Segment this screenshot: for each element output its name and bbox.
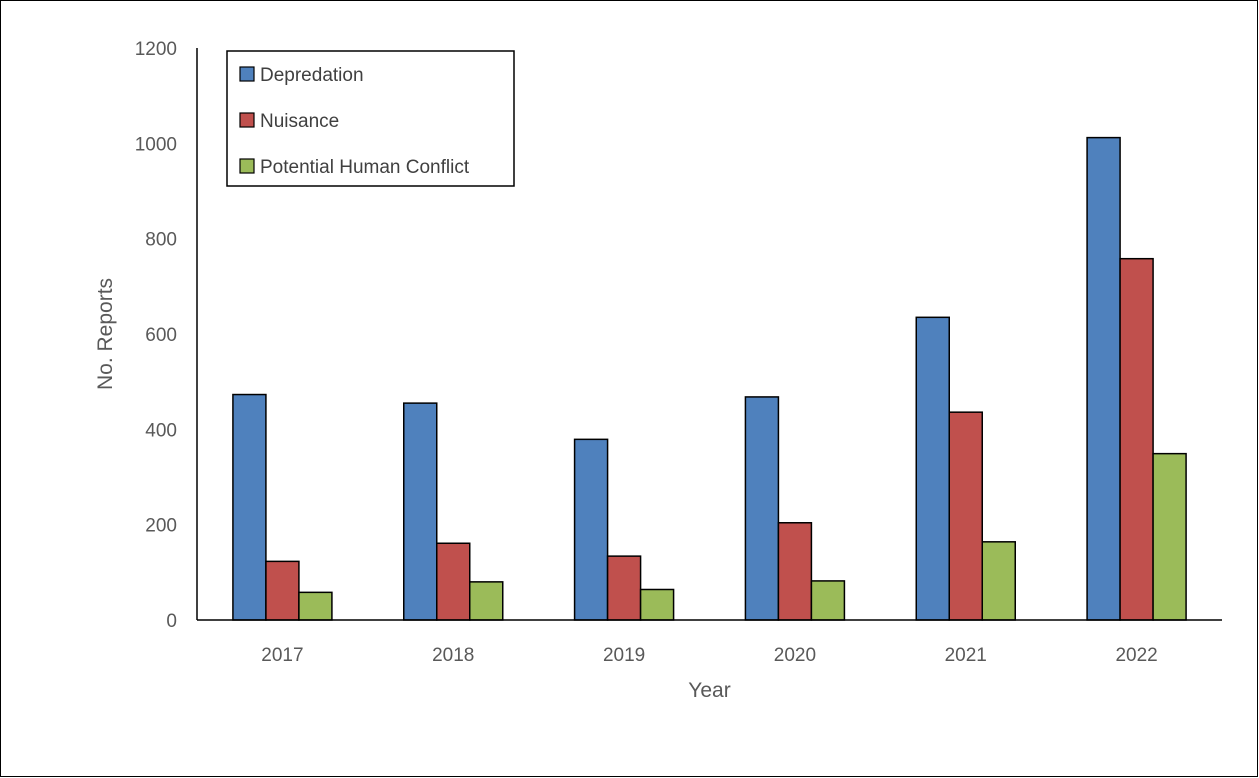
bar-nuisance-2022 <box>1119 257 1154 621</box>
y-tick-label: 0 <box>166 611 177 632</box>
bar-depredation-2022 <box>1086 136 1121 621</box>
bars-group <box>232 136 1187 621</box>
legend-label: Depredation <box>260 65 364 86</box>
x-tick-labels: 2017 2018 2019 2020 2021 2022 <box>261 645 1157 666</box>
x-tick-label: 2022 <box>1115 645 1157 666</box>
bar-potential-human-conflict-2017 <box>298 591 333 621</box>
y-tick-label: 1000 <box>135 134 177 155</box>
bar-potential-human-conflict-2022 <box>1152 452 1187 621</box>
x-tick-label: 2021 <box>945 645 987 666</box>
bar-nuisance-2019 <box>606 555 642 621</box>
bar-potential-human-conflict-2019 <box>639 588 675 621</box>
y-tick-label: 800 <box>145 230 177 251</box>
bar-potential-human-conflict-2018 <box>469 581 504 621</box>
bar-depredation-2019 <box>573 438 609 621</box>
x-tick-label: 2020 <box>774 645 816 666</box>
y-tick-label: 400 <box>145 420 177 441</box>
legend-swatch <box>239 66 255 82</box>
bar-potential-human-conflict-2021 <box>981 541 1016 621</box>
bar-depredation-2021 <box>915 316 950 621</box>
legend-swatch <box>239 112 255 128</box>
bar-nuisance-2018 <box>436 542 471 621</box>
y-tick-labels: 0 200 400 600 800 1000 1200 <box>135 39 177 632</box>
bar-depredation-2020 <box>744 396 780 621</box>
y-tick-label: 1200 <box>135 39 177 60</box>
legend-label: Potential Human Conflict <box>260 157 470 178</box>
legend-label: Nuisance <box>260 111 339 132</box>
y-axis-label: No. Reports <box>94 278 117 390</box>
legend-swatch <box>239 158 255 174</box>
x-tick-label: 2019 <box>603 645 645 666</box>
bar-nuisance-2021 <box>948 411 983 621</box>
y-tick-label: 200 <box>145 516 177 537</box>
x-tick-label: 2017 <box>261 645 303 666</box>
bar-nuisance-2017 <box>265 560 300 621</box>
legend-box <box>226 50 515 187</box>
bar-nuisance-2020 <box>777 522 813 621</box>
legend: Depredation Nuisance Potential Human Confl… <box>226 50 515 187</box>
bar-potential-human-conflict-2020 <box>810 580 846 621</box>
y-tick-label: 600 <box>145 325 177 346</box>
x-axis-label: Year <box>688 679 730 702</box>
x-tick-label: 2018 <box>432 645 474 666</box>
bar-depredation-2017 <box>232 393 267 621</box>
bar-depredation-2018 <box>403 402 438 621</box>
